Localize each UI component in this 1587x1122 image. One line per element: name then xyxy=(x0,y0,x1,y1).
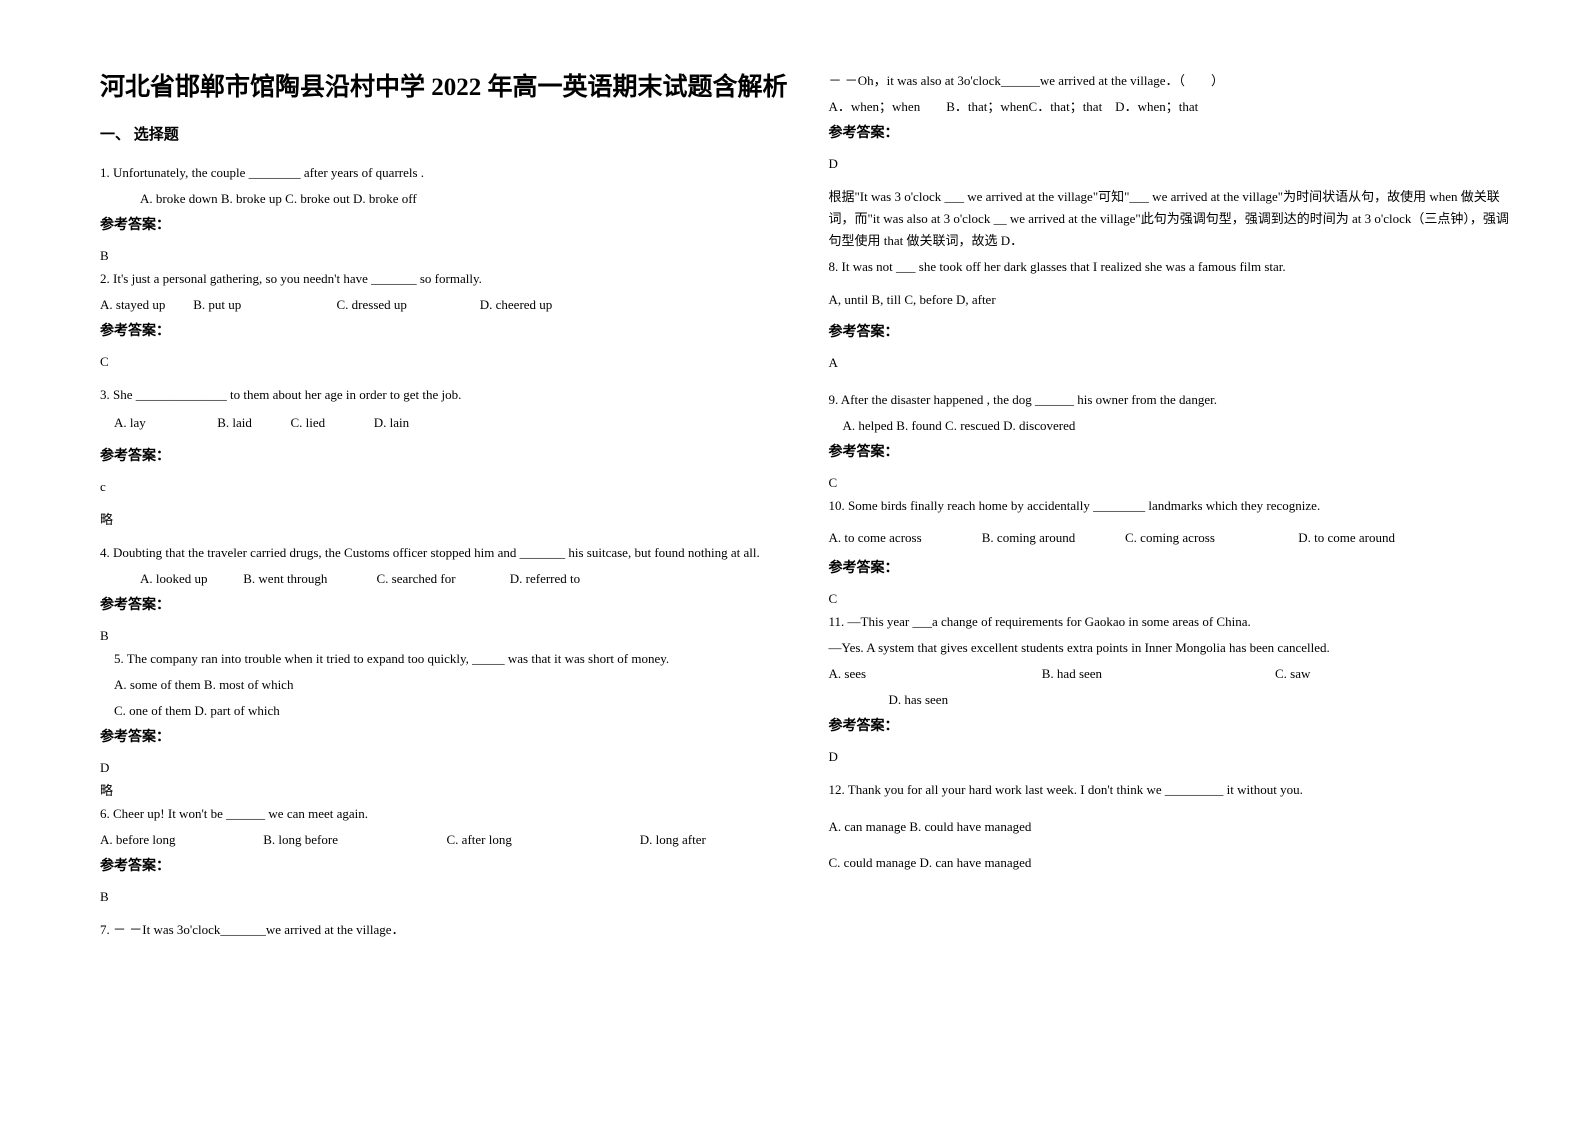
q6-opt-b: B. long before xyxy=(263,829,443,851)
q10-stem: 10. Some birds finally reach home by acc… xyxy=(829,495,1518,517)
q11-answer: D xyxy=(829,749,1518,765)
q10-opt-a: A. to come across xyxy=(829,527,979,549)
answer-label: 参考答案： xyxy=(100,214,789,234)
answer-label: 参考答案： xyxy=(829,441,1518,461)
q7-options: A．when；when B．that；whenC．that；that D．whe… xyxy=(829,96,1518,118)
q11-stem-b: —Yes. A system that gives excellent stud… xyxy=(829,637,1518,659)
q2-opt-d: D. cheered up xyxy=(480,294,553,316)
q1-stem: 1. Unfortunately, the couple ________ af… xyxy=(100,162,789,184)
q1-options: A. broke down B. broke up C. broke out D… xyxy=(100,188,789,210)
answer-label: 参考答案： xyxy=(829,321,1518,341)
section-header: 一、 选择题 xyxy=(100,123,789,144)
q7-explain: 根据"It was 3 o'clock ___ we arrived at th… xyxy=(829,186,1518,252)
q10-answer: C xyxy=(829,591,1518,607)
q3-opt-d: D. lain xyxy=(374,412,409,434)
q8-stem: 8. It was not ___ she took off her dark … xyxy=(829,256,1518,278)
q6-answer: B xyxy=(100,889,789,905)
q11-stem-a: 11. —This year ___a change of requiremen… xyxy=(829,611,1518,633)
q3-opt-a: A. lay xyxy=(114,412,214,434)
q6-stem: 6. Cheer up! It won't be ______ we can m… xyxy=(100,803,789,825)
q5-answer: D xyxy=(100,760,789,776)
q11-opt-a: A. sees xyxy=(829,663,1039,685)
q8-answer: A xyxy=(829,355,1518,371)
q11-opt-b: B. had seen xyxy=(1042,663,1272,685)
q4-opt-c: C. searched for xyxy=(377,568,507,590)
q2-opt-a: A. stayed up xyxy=(100,294,190,316)
q4-options: A. looked up B. went through C. searched… xyxy=(100,568,789,590)
q2-answer: C xyxy=(100,354,789,370)
q2-options: A. stayed up B. put up C. dressed up D. … xyxy=(100,294,789,316)
q7-answer: D xyxy=(829,156,1518,172)
q6-opt-a: A. before long xyxy=(100,829,260,851)
answer-label: 参考答案： xyxy=(100,594,789,614)
q4-stem: 4. Doubting that the traveler carried dr… xyxy=(100,542,789,564)
q6-opt-d: D. long after xyxy=(640,829,706,851)
page-title: 河北省邯郸市馆陶县沿村中学 2022 年高一英语期末试题含解析 xyxy=(100,70,789,105)
q3-opt-b: B. laid xyxy=(217,412,287,434)
q3-options: A. lay B. laid C. lied D. lain xyxy=(100,412,789,434)
q2-stem: 2. It's just a personal gathering, so yo… xyxy=(100,268,789,290)
q11-opt-d: D. has seen xyxy=(889,692,949,707)
q2-opt-c: C. dressed up xyxy=(337,294,477,316)
q4-answer: B xyxy=(100,628,789,644)
answer-label: 参考答案： xyxy=(100,855,789,875)
answer-label: 参考答案： xyxy=(100,726,789,746)
q7-stem-a: 7. － －It was 3o'clock_______we arrived a… xyxy=(100,919,789,941)
q3-opt-c: C. lied xyxy=(291,412,371,434)
q4-opt-b: B. went through xyxy=(243,568,373,590)
q8-options: A, until B, till C, before D, after xyxy=(829,289,1518,311)
q12-opts-line1: A. can manage B. could have managed xyxy=(829,816,1518,838)
q1-answer: B xyxy=(100,248,789,264)
q3-omit: 略 xyxy=(100,509,789,528)
q9-options: A. helped B. found C. rescued D. discove… xyxy=(829,415,1518,437)
q12-stem: 12. Thank you for all your hard work las… xyxy=(829,779,1518,801)
q10-opt-b: B. coming around xyxy=(982,527,1122,549)
q11-options-line1: A. sees B. had seen C. saw xyxy=(829,663,1518,685)
answer-label: 参考答案： xyxy=(100,320,789,340)
exam-page: 河北省邯郸市馆陶县沿村中学 2022 年高一英语期末试题含解析 一、 选择题 1… xyxy=(0,0,1587,1122)
answer-label: 参考答案： xyxy=(829,715,1518,735)
q5-opts-line2: C. one of them D. part of which xyxy=(100,700,789,722)
left-column: 河北省邯郸市馆陶县沿村中学 2022 年高一英语期末试题含解析 一、 选择题 1… xyxy=(100,70,819,1082)
q5-stem: 5. The company ran into trouble when it … xyxy=(100,648,789,670)
q11-options-line2: D. has seen xyxy=(829,689,1518,711)
q9-stem: 9. After the disaster happened , the dog… xyxy=(829,389,1518,411)
q9-answer: C xyxy=(829,475,1518,491)
q5-opts-line1: A. some of them B. most of which xyxy=(100,674,789,696)
q7-stem-b: － －Oh，it was also at 3o'clock______we ar… xyxy=(829,70,1518,92)
q4-opt-a: A. looked up xyxy=(140,568,240,590)
q5-omit: 略 xyxy=(100,780,789,799)
q10-options: A. to come across B. coming around C. co… xyxy=(829,527,1518,549)
q10-opt-c: C. coming across xyxy=(1125,527,1295,549)
answer-label: 参考答案： xyxy=(829,122,1518,142)
q11-opt-c: C. saw xyxy=(1275,663,1310,685)
q6-opt-c: C. after long xyxy=(447,829,637,851)
q2-opt-b: B. put up xyxy=(193,294,333,316)
q6-options: A. before long B. long before C. after l… xyxy=(100,829,789,851)
q4-opt-d: D. referred to xyxy=(510,568,580,590)
q3-answer: c xyxy=(100,479,789,495)
right-column: － －Oh，it was also at 3o'clock______we ar… xyxy=(819,70,1538,1082)
q3-stem: 3. She ______________ to them about her … xyxy=(100,384,789,406)
q10-opt-d: D. to come around xyxy=(1298,527,1395,549)
answer-label: 参考答案： xyxy=(100,445,789,465)
answer-label: 参考答案： xyxy=(829,557,1518,577)
q12-opts-line2: C. could manage D. can have managed xyxy=(829,852,1518,874)
